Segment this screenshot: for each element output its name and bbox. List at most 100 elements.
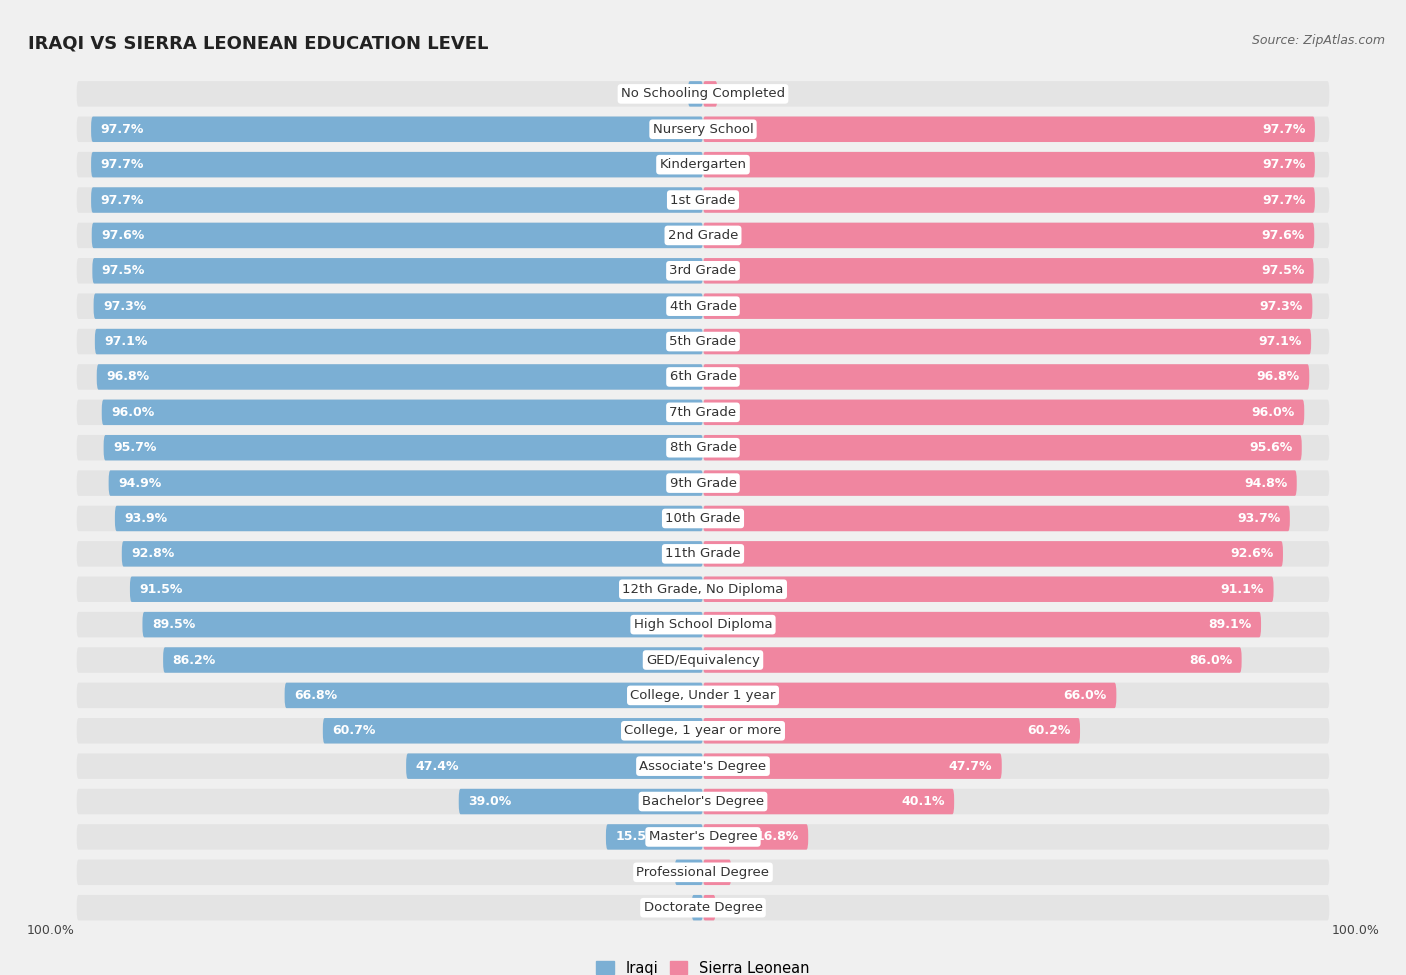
Text: High School Diploma: High School Diploma — [634, 618, 772, 631]
FancyBboxPatch shape — [77, 824, 1329, 849]
Text: 97.7%: 97.7% — [100, 158, 143, 172]
FancyBboxPatch shape — [77, 789, 1329, 814]
Text: 93.7%: 93.7% — [1237, 512, 1281, 525]
Text: 39.0%: 39.0% — [468, 795, 512, 808]
FancyBboxPatch shape — [77, 365, 1329, 390]
Text: 7th Grade: 7th Grade — [669, 406, 737, 419]
Text: Bachelor's Degree: Bachelor's Degree — [643, 795, 763, 808]
FancyBboxPatch shape — [77, 435, 1329, 460]
FancyBboxPatch shape — [703, 824, 808, 849]
FancyBboxPatch shape — [77, 647, 1329, 673]
Text: 92.8%: 92.8% — [131, 547, 174, 561]
FancyBboxPatch shape — [703, 576, 1274, 602]
FancyBboxPatch shape — [77, 293, 1329, 319]
Text: IRAQI VS SIERRA LEONEAN EDUCATION LEVEL: IRAQI VS SIERRA LEONEAN EDUCATION LEVEL — [28, 34, 488, 52]
Text: 100.0%: 100.0% — [1331, 924, 1379, 937]
FancyBboxPatch shape — [77, 187, 1329, 213]
FancyBboxPatch shape — [77, 258, 1329, 284]
FancyBboxPatch shape — [703, 754, 1001, 779]
Text: 9th Grade: 9th Grade — [669, 477, 737, 489]
Text: Doctorate Degree: Doctorate Degree — [644, 901, 762, 915]
FancyBboxPatch shape — [703, 860, 731, 885]
FancyBboxPatch shape — [703, 81, 717, 106]
FancyBboxPatch shape — [692, 895, 703, 920]
FancyBboxPatch shape — [406, 754, 703, 779]
Text: College, 1 year or more: College, 1 year or more — [624, 724, 782, 737]
FancyBboxPatch shape — [122, 541, 703, 566]
Text: 97.5%: 97.5% — [101, 264, 145, 277]
Text: 97.3%: 97.3% — [1260, 299, 1303, 313]
Text: 15.5%: 15.5% — [616, 831, 659, 843]
FancyBboxPatch shape — [77, 754, 1329, 779]
Text: 86.2%: 86.2% — [173, 653, 215, 667]
FancyBboxPatch shape — [77, 329, 1329, 354]
Text: 97.6%: 97.6% — [1261, 229, 1305, 242]
Text: 12th Grade, No Diploma: 12th Grade, No Diploma — [623, 583, 783, 596]
Text: 40.1%: 40.1% — [901, 795, 945, 808]
Text: 97.7%: 97.7% — [1263, 158, 1306, 172]
Text: 2.4%: 2.4% — [650, 88, 682, 100]
Text: 4.5%: 4.5% — [637, 866, 669, 878]
Text: Source: ZipAtlas.com: Source: ZipAtlas.com — [1251, 34, 1385, 47]
Text: Associate's Degree: Associate's Degree — [640, 760, 766, 772]
FancyBboxPatch shape — [91, 117, 703, 142]
Text: 97.7%: 97.7% — [100, 193, 143, 207]
Text: 96.0%: 96.0% — [111, 406, 155, 419]
FancyBboxPatch shape — [77, 117, 1329, 142]
Text: 97.6%: 97.6% — [101, 229, 145, 242]
FancyBboxPatch shape — [91, 222, 703, 249]
Text: Master's Degree: Master's Degree — [648, 831, 758, 843]
Text: 8th Grade: 8th Grade — [669, 442, 737, 454]
FancyBboxPatch shape — [703, 222, 1315, 249]
Text: 95.7%: 95.7% — [112, 442, 156, 454]
Text: 47.4%: 47.4% — [416, 760, 458, 772]
FancyBboxPatch shape — [77, 222, 1329, 249]
FancyBboxPatch shape — [91, 187, 703, 213]
FancyBboxPatch shape — [675, 860, 703, 885]
Text: 91.5%: 91.5% — [139, 583, 183, 596]
FancyBboxPatch shape — [703, 258, 1313, 284]
FancyBboxPatch shape — [77, 682, 1329, 708]
Text: 97.7%: 97.7% — [1263, 123, 1306, 136]
FancyBboxPatch shape — [97, 365, 703, 390]
Text: No Schooling Completed: No Schooling Completed — [621, 88, 785, 100]
FancyBboxPatch shape — [163, 647, 703, 673]
Text: 66.8%: 66.8% — [294, 689, 337, 702]
Text: Professional Degree: Professional Degree — [637, 866, 769, 878]
Text: 66.0%: 66.0% — [1064, 689, 1107, 702]
FancyBboxPatch shape — [94, 329, 703, 354]
FancyBboxPatch shape — [703, 117, 1315, 142]
FancyBboxPatch shape — [703, 470, 1296, 496]
Text: 2.3%: 2.3% — [724, 88, 755, 100]
Text: 100.0%: 100.0% — [27, 924, 75, 937]
FancyBboxPatch shape — [703, 365, 1309, 390]
Text: 96.0%: 96.0% — [1251, 406, 1295, 419]
FancyBboxPatch shape — [688, 81, 703, 106]
FancyBboxPatch shape — [94, 293, 703, 319]
Text: 89.5%: 89.5% — [152, 618, 195, 631]
Text: 1.8%: 1.8% — [654, 901, 686, 915]
Text: 86.0%: 86.0% — [1189, 653, 1232, 667]
Legend: Iraqi, Sierra Leonean: Iraqi, Sierra Leonean — [591, 955, 815, 975]
Text: 89.1%: 89.1% — [1208, 618, 1251, 631]
Text: 96.8%: 96.8% — [1257, 370, 1301, 383]
Text: 97.5%: 97.5% — [1261, 264, 1305, 277]
FancyBboxPatch shape — [77, 541, 1329, 566]
FancyBboxPatch shape — [703, 329, 1312, 354]
FancyBboxPatch shape — [703, 647, 1241, 673]
FancyBboxPatch shape — [703, 400, 1305, 425]
Text: 3rd Grade: 3rd Grade — [669, 264, 737, 277]
FancyBboxPatch shape — [77, 895, 1329, 920]
Text: 94.9%: 94.9% — [118, 477, 162, 489]
FancyBboxPatch shape — [703, 789, 955, 814]
Text: 97.3%: 97.3% — [103, 299, 146, 313]
FancyBboxPatch shape — [703, 152, 1315, 177]
FancyBboxPatch shape — [77, 860, 1329, 885]
FancyBboxPatch shape — [104, 435, 703, 460]
FancyBboxPatch shape — [77, 470, 1329, 496]
FancyBboxPatch shape — [77, 576, 1329, 602]
FancyBboxPatch shape — [77, 612, 1329, 638]
Text: 1st Grade: 1st Grade — [671, 193, 735, 207]
FancyBboxPatch shape — [703, 541, 1282, 566]
Text: 47.7%: 47.7% — [949, 760, 993, 772]
